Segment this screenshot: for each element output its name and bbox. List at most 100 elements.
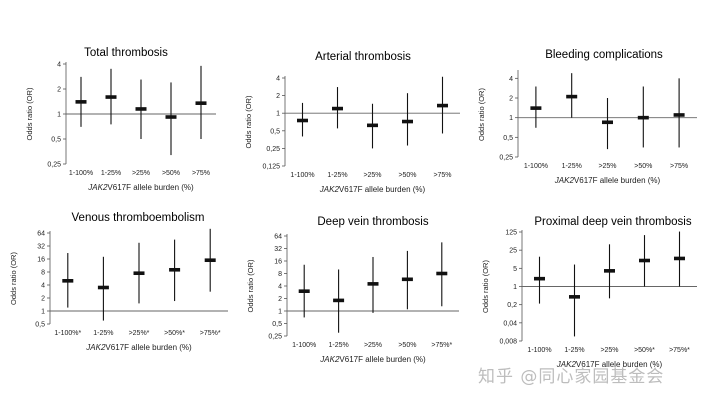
or-estimate-1-25: [333, 298, 345, 303]
or-estimate-1-100: [534, 276, 545, 281]
or-estimate-50: [401, 277, 413, 282]
x-category-label: >75%: [670, 163, 688, 170]
y-tick-label: 0,125: [262, 164, 280, 171]
y-tick-label: 0,5: [270, 128, 280, 135]
panel-title: Arterial thrombosis: [315, 51, 411, 63]
or-estimate-75: [674, 256, 685, 261]
x-category-label: 1-100%: [527, 347, 551, 354]
or-estimate-1-100: [298, 289, 310, 293]
x-category-label: 1-25%: [328, 342, 348, 349]
or-estimate-1-25: [569, 295, 580, 299]
y-tick-label: 2: [57, 87, 61, 94]
or-estimate-75: [673, 113, 685, 117]
x-category-label: 1-100%: [524, 163, 548, 170]
y-tick-label: 1: [276, 111, 280, 118]
x-axis-label: JAK2V617F allele burden (%): [87, 183, 194, 192]
panel-title: Deep vein thrombosis: [317, 216, 428, 228]
panel-proximal-deep-vein-thrombosis: Proximal deep vein thrombosis 125 25 5 1 0,2 0…: [481, 216, 697, 369]
x-category-label: >25%: [600, 347, 618, 354]
x-category-label: 1-25%: [101, 170, 121, 177]
or-estimate-75: [204, 258, 216, 263]
x-category-label: 1-25%: [562, 163, 582, 170]
x-category-label: 1-100%*: [54, 330, 81, 337]
y-tick-label: 4: [278, 284, 282, 291]
or-estimate-1-25: [97, 285, 109, 290]
y-tick-label: 1: [278, 309, 282, 316]
or-estimate-50: [169, 267, 181, 272]
x-category-label: 1-100%: [292, 342, 316, 349]
y-tick-label: 0,5: [35, 322, 45, 329]
y-tick-label: 8: [278, 271, 282, 278]
x-category-label: >50%*: [164, 330, 185, 337]
y-tick-label: 32: [37, 244, 45, 251]
x-axis-label: JAK2V617F allele burden (%): [556, 360, 663, 369]
y-tick-label: 0,5: [272, 321, 282, 328]
x-category-label: >50%: [398, 172, 416, 179]
y-axis-label: Odds ratio (OR): [244, 95, 253, 148]
panel-arterial-thrombosis: Arterial thrombosis 4 2 1 0,5 0,25 0,125 Odds r…: [244, 51, 460, 194]
or-estimate-1-25: [332, 106, 343, 111]
watermark-text: 知乎 @同心家园基金会: [478, 367, 665, 387]
x-axis-label: JAK2V617F allele burden (%): [319, 185, 426, 194]
y-axis-label: Odds ratio (OR): [246, 259, 255, 312]
y-tick-label: 2: [278, 296, 282, 303]
y-tick-label: 4: [276, 76, 280, 83]
y-tick-label: 64: [37, 231, 45, 238]
or-estimate-50: [402, 119, 413, 124]
x-axis-label: JAK2V617F allele burden (%): [319, 355, 426, 364]
y-tick-label: 1: [41, 309, 45, 316]
y-tick-label: 4: [509, 76, 513, 83]
or-estimate-75: [195, 101, 207, 105]
panel-title: Proximal deep vein thrombosis: [534, 216, 691, 228]
x-category-label: 1-100%: [290, 172, 314, 179]
x-category-label: 1-25%: [564, 347, 584, 354]
panel-title: Total thrombosis: [84, 47, 168, 59]
or-estimate-25: [135, 107, 147, 111]
y-tick-label: 4: [57, 62, 61, 69]
y-tick-label: 16: [274, 259, 282, 266]
y-tick-label: 1: [513, 284, 517, 291]
x-category-label: >50%: [162, 170, 180, 177]
x-category-label: >25%: [598, 163, 616, 170]
x-category-label: 1-25%: [327, 172, 347, 179]
y-tick-label: 0,2: [507, 302, 517, 309]
or-estimate-25: [602, 120, 613, 125]
panel-bleeding-complications: Bleeding complications 4 2 1 0,5 0,25 Odds rat…: [477, 49, 697, 185]
y-tick-label: 0,25: [47, 162, 61, 169]
y-tick-label: 1: [57, 112, 61, 119]
y-tick-label: 4: [41, 283, 45, 290]
or-estimate-1-100: [75, 100, 87, 104]
x-category-label: >25%: [363, 172, 381, 179]
y-tick-label: 8: [41, 270, 45, 277]
y-axis-label: Odds ratio (OR): [481, 260, 490, 313]
y-tick-label: 0,04: [503, 320, 517, 327]
y-tick-label: 0,25: [268, 334, 282, 341]
panel-venous-thromboembolism: Venous thromboembolism 64 32 16 8 4 2 1 0,5 Odds …: [9, 212, 228, 352]
or-estimate-1-25: [105, 95, 117, 99]
x-category-label: >50%*: [634, 347, 655, 354]
x-category-label: >25%: [364, 342, 382, 349]
panel-title: Venous thromboembolism: [72, 212, 205, 224]
y-tick-label: 0,25: [266, 146, 280, 153]
or-estimate-25: [604, 269, 615, 273]
x-category-label: 1-25%: [93, 330, 113, 337]
y-axis-label: Odds ratio (OR): [9, 252, 18, 305]
y-tick-label: 64: [274, 234, 282, 241]
y-tick-label: 0,25: [499, 155, 513, 162]
or-estimate-1-100: [297, 118, 308, 123]
panel-title: Bleeding complications: [545, 49, 663, 61]
y-tick-label: 25: [509, 248, 517, 255]
x-axis-label: JAK2V617F allele burden (%): [554, 176, 661, 185]
x-category-label: >75%*: [669, 347, 690, 354]
or-estimate-1-25: [566, 94, 578, 99]
or-estimate-50: [639, 258, 650, 263]
panel-deep-vein-thrombosis: Deep vein thrombosis 64 32 16 8 4 2 1 0,5 0,25 Odd…: [246, 216, 459, 364]
y-tick-label: 0,5: [51, 137, 61, 144]
x-category-label: >50%: [398, 342, 416, 349]
x-category-label: >25%*: [129, 330, 150, 337]
y-tick-label: 2: [509, 95, 513, 102]
panel-total-thrombosis: Total thrombosis 4 2 1 0,5 0,25 Odds ratio (OR…: [25, 47, 216, 192]
y-tick-label: 125: [505, 230, 517, 237]
or-estimate-25: [367, 282, 379, 286]
